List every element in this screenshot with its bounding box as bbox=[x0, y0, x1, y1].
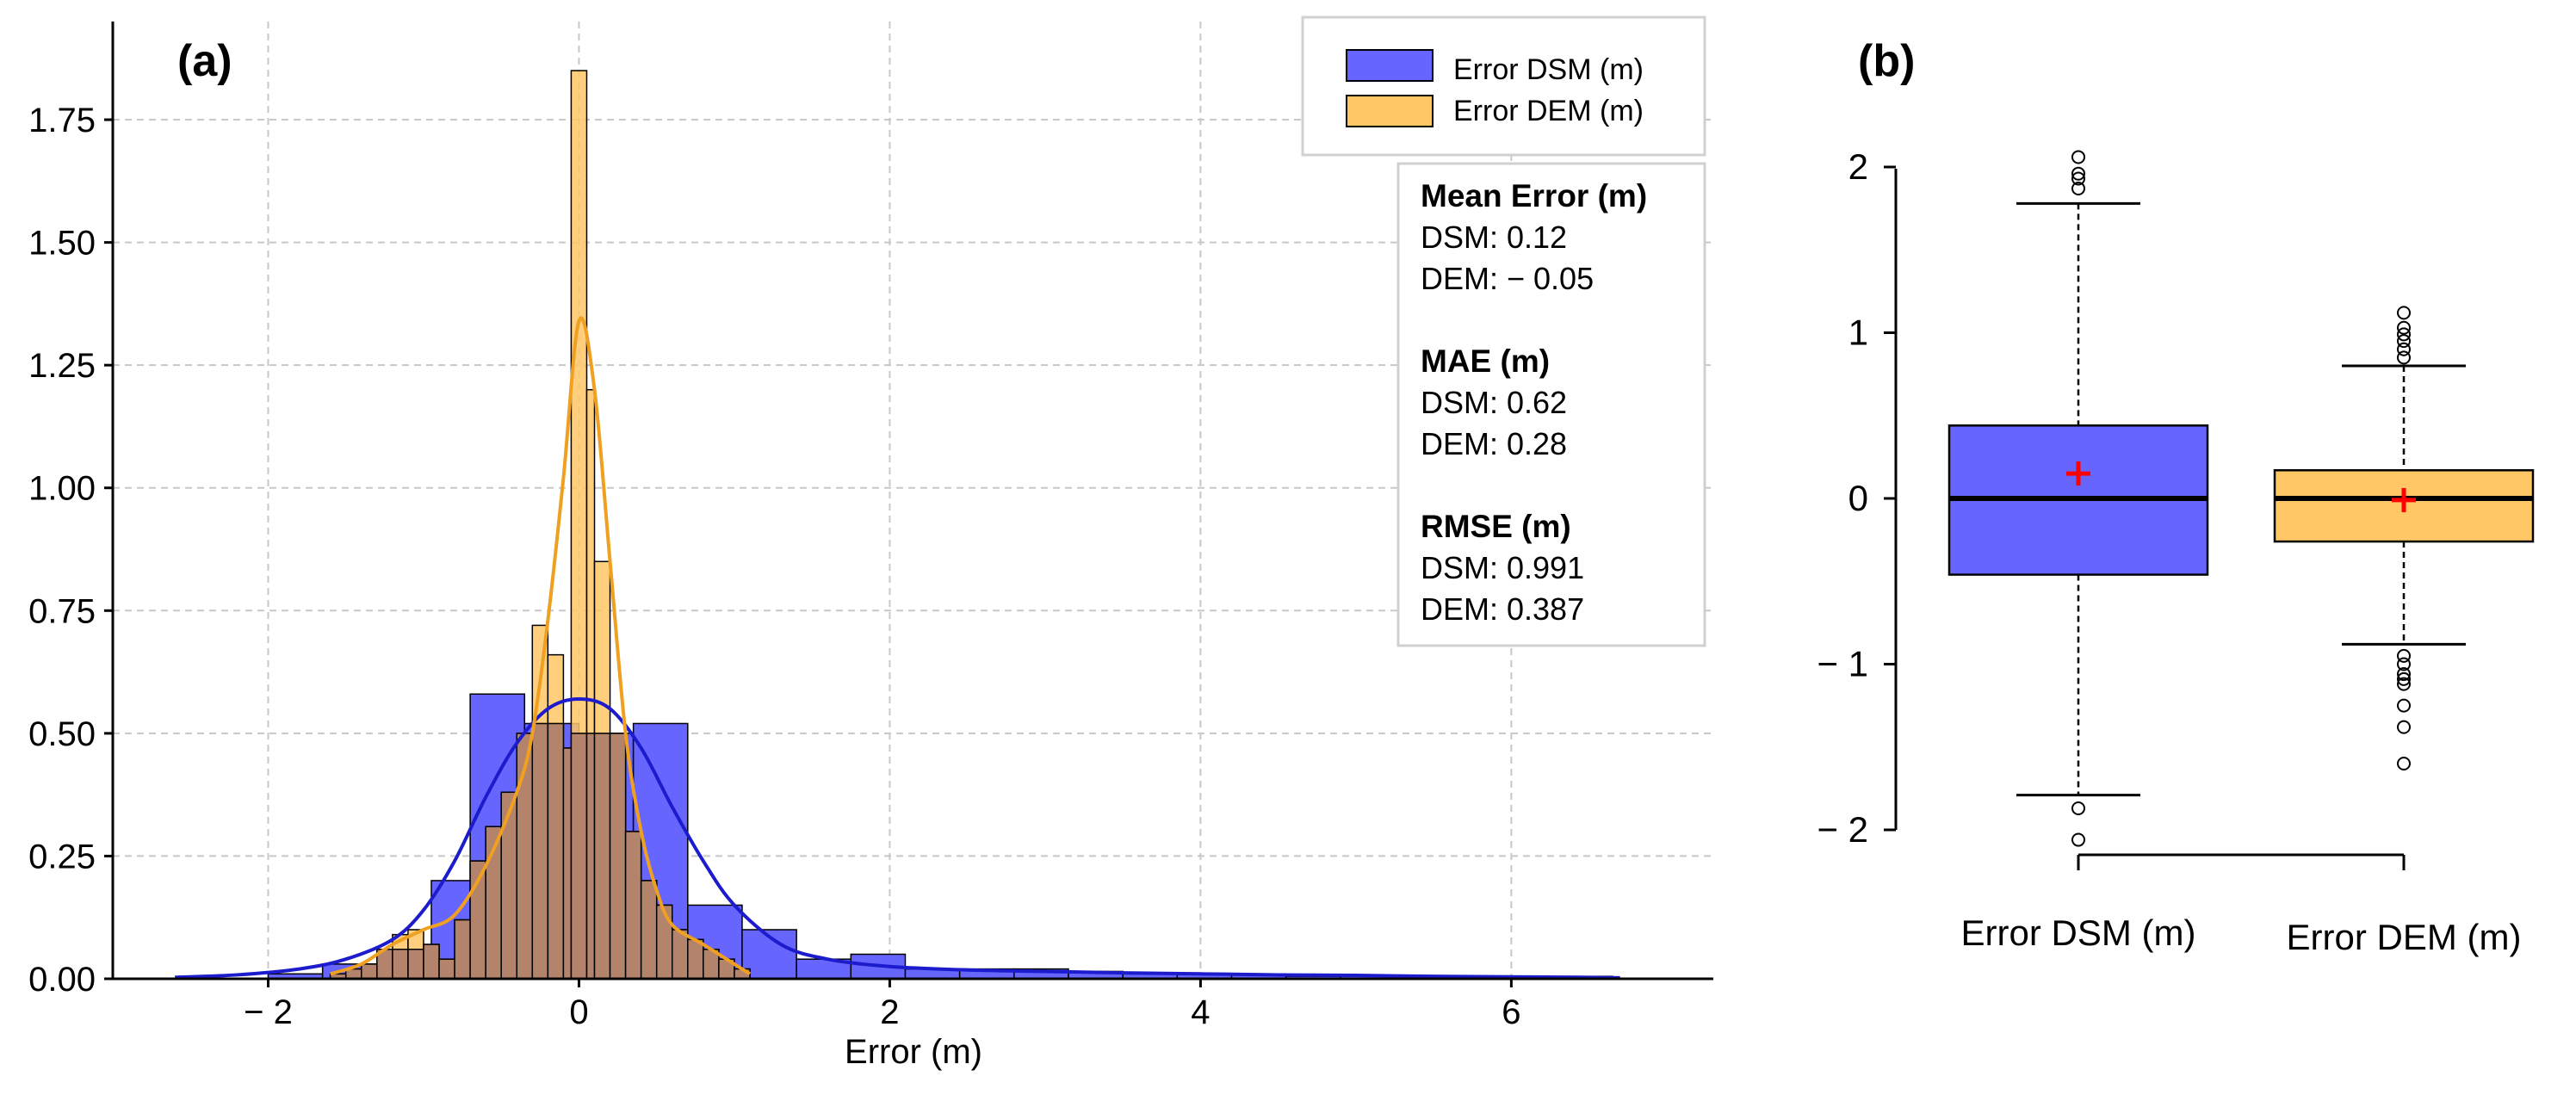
mae-dsm: DSM: 0.62 bbox=[1421, 385, 1567, 420]
outlier-point bbox=[2071, 801, 2085, 815]
legend-swatch-dsm bbox=[1346, 49, 1434, 82]
overlap-histogram-bar bbox=[570, 733, 588, 980]
stats-box: Mean Error (m) DSM: 0.12 DEM: − 0.05 MAE… bbox=[1396, 162, 1706, 647]
outlier-point bbox=[2071, 182, 2085, 196]
x-tick-label: 0 bbox=[569, 993, 588, 1031]
mean-error-dem: DEM: − 0.05 bbox=[1421, 261, 1594, 296]
y-tick-label: 0.25 bbox=[28, 838, 96, 875]
overlap-histogram bbox=[329, 722, 751, 980]
panel-label-a: (a) bbox=[177, 36, 232, 86]
boxes bbox=[1947, 150, 2535, 847]
outlier-point bbox=[2397, 657, 2411, 671]
overlap-histogram-bar bbox=[531, 722, 549, 980]
y-tick-label-b: − 1 bbox=[1817, 644, 1868, 684]
outlier-point bbox=[2397, 350, 2411, 365]
overlap-histogram-bar bbox=[547, 722, 565, 980]
panel-label-b: (b) bbox=[1858, 36, 1915, 86]
y-tick-label: 0.75 bbox=[28, 592, 96, 630]
overlap-histogram-bar bbox=[423, 943, 440, 980]
rmse-dem: DEM: 0.387 bbox=[1421, 591, 1584, 627]
overlap-histogram-bar bbox=[438, 958, 455, 980]
overlap-histogram-bar bbox=[585, 733, 596, 980]
boxplot-panel: (b) − 2 − 1 0 1 2 Error DSM (m) Error DEM (m… bbox=[1817, 36, 2535, 957]
overlap-histogram-bar bbox=[562, 747, 573, 980]
outlier-point bbox=[2397, 327, 2411, 342]
outlier-point bbox=[2071, 832, 2085, 847]
x-ticks: − 2 0 2 4 6 bbox=[244, 979, 1520, 1031]
outlier-point bbox=[2397, 667, 2411, 682]
rmse-dsm: DSM: 0.991 bbox=[1421, 550, 1584, 585]
histogram-panel: 0.00 0.25 0.50 0.75 1.00 1.25 1.50 1.75 − 2 0 2 4 6… bbox=[28, 15, 1713, 1071]
y-tick-label-b: 1 bbox=[1848, 312, 1868, 353]
dsm-histogram-bar bbox=[741, 929, 797, 980]
overlap-histogram-bar bbox=[392, 949, 409, 980]
overlap-histogram-bar bbox=[500, 791, 518, 980]
x-tick-label: − 2 bbox=[244, 993, 293, 1031]
x-tick-label: 2 bbox=[880, 993, 899, 1031]
overlap-histogram-bar bbox=[407, 949, 424, 980]
dsm-kde-curve bbox=[175, 696, 1620, 980]
overlap-histogram-bar bbox=[361, 963, 378, 980]
outlier-point bbox=[2397, 320, 2411, 335]
outlier-point bbox=[2071, 166, 2085, 181]
y-tick-label-b: 2 bbox=[1848, 146, 1868, 187]
outlier-point bbox=[2071, 171, 2085, 186]
outlier-point bbox=[2397, 342, 2411, 356]
y-tick-label: 1.75 bbox=[28, 102, 96, 139]
y-tick-label: 1.00 bbox=[28, 470, 96, 508]
y-tick-label-b: − 2 bbox=[1817, 809, 1868, 850]
overlap-histogram-bar bbox=[671, 929, 689, 980]
overlap-histogram-bar bbox=[454, 919, 471, 980]
y-tick-label: 1.50 bbox=[28, 225, 96, 263]
stats-frame bbox=[1396, 162, 1706, 647]
y-tick-label: 0.00 bbox=[28, 961, 96, 999]
outlier-point bbox=[2397, 334, 2411, 349]
x-tick-label: 6 bbox=[1502, 993, 1520, 1031]
outlier-point bbox=[2397, 757, 2411, 770]
y-tick-label: 1.25 bbox=[28, 347, 96, 385]
mae-title: MAE (m) bbox=[1421, 343, 1550, 379]
y-tick-label-b: 0 bbox=[1848, 478, 1868, 518]
x-tick-label: 4 bbox=[1191, 993, 1210, 1031]
y-tick-label: 0.50 bbox=[28, 715, 96, 753]
legend-label-dsm: Error DSM (m) bbox=[1453, 53, 1644, 86]
outlier-point bbox=[2397, 671, 2411, 686]
outlier-point bbox=[2071, 150, 2085, 164]
overlap-histogram-bar bbox=[687, 938, 704, 980]
overlap-histogram-bar bbox=[640, 880, 658, 980]
overlap-histogram-bar bbox=[593, 733, 611, 980]
outlier-point bbox=[2397, 306, 2411, 320]
outlier-point bbox=[2397, 720, 2411, 734]
dem-kde-curve bbox=[330, 316, 752, 976]
legend-label-dem: Error DEM (m) bbox=[1453, 95, 1644, 127]
rmse-title: RMSE (m) bbox=[1421, 509, 1571, 544]
outlier-point bbox=[2397, 698, 2411, 713]
mean-error-dsm: DSM: 0.12 bbox=[1421, 220, 1567, 255]
category-label-dsm: Error DSM (m) bbox=[1961, 912, 2196, 953]
category-label-dem: Error DEM (m) bbox=[2287, 917, 2522, 957]
legend-swatch-dem bbox=[1346, 95, 1434, 127]
x-axis-label: Error (m) bbox=[845, 1033, 982, 1071]
mean-error-title: Mean Error (m) bbox=[1421, 178, 1647, 213]
overlap-histogram-bar bbox=[609, 733, 627, 980]
outlier-point bbox=[2397, 677, 2411, 691]
mae-dem: DEM: 0.28 bbox=[1421, 426, 1567, 461]
legend: Error DSM (m) Error DEM (m) bbox=[1301, 15, 1706, 157]
overlap-histogram-bar bbox=[624, 831, 642, 980]
outlier-point bbox=[2397, 648, 2411, 663]
y-ticks: 0.00 0.25 0.50 0.75 1.00 1.25 1.50 1.75 bbox=[28, 102, 113, 999]
y-ticks-b: − 2 − 1 0 1 2 bbox=[1817, 146, 1896, 850]
legend-frame bbox=[1301, 15, 1706, 157]
